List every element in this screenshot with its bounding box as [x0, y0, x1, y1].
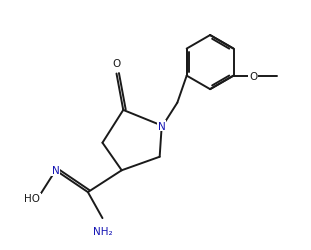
- Text: N: N: [158, 121, 166, 131]
- Text: O: O: [112, 59, 121, 69]
- Text: N: N: [52, 166, 59, 175]
- Text: HO: HO: [24, 194, 40, 203]
- Text: NH₂: NH₂: [93, 226, 112, 236]
- Text: O: O: [249, 71, 258, 81]
